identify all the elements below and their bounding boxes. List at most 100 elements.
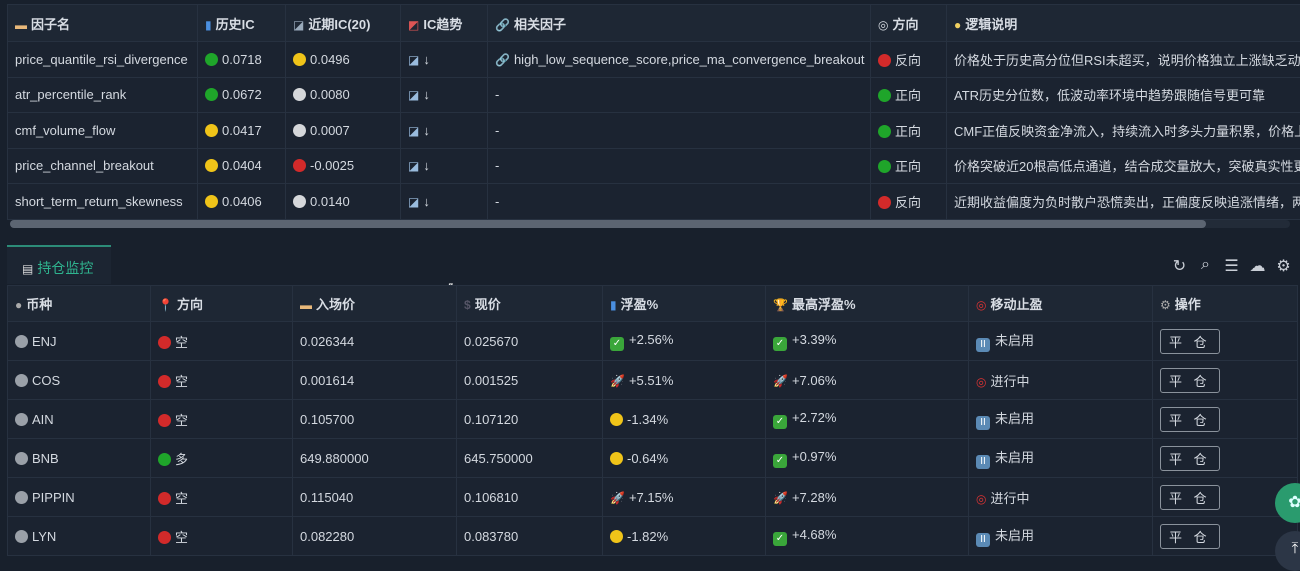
max-pnl-cell: ✓+0.97% bbox=[766, 439, 969, 478]
symbol-cell: PIPPIN bbox=[8, 478, 151, 517]
col-ic-trend[interactable]: ◩IC趋势 bbox=[401, 5, 488, 42]
tab-positions[interactable]: ▤持仓监控 bbox=[7, 245, 111, 284]
col-hist-ic[interactable]: ▮历史IC bbox=[198, 5, 286, 42]
status-dot-icon bbox=[293, 88, 306, 101]
menu-icon[interactable]: ☰ bbox=[1223, 256, 1240, 276]
col-entry-price[interactable]: ▬入场价 bbox=[293, 286, 457, 322]
action-cell: 平 仓 bbox=[1153, 400, 1298, 439]
position-row[interactable]: BNB 多 649.880000 645.750000 -0.64% ✓+0.9… bbox=[8, 439, 1298, 478]
factor-row[interactable]: cmf_volume_flow 0.0417 0.0007 ◪↓ - 正向 CM… bbox=[8, 113, 1300, 149]
tag-icon: ▬ bbox=[300, 298, 312, 312]
factor-row[interactable]: atr_percentile_rank 0.0672 0.0080 ◪↓ - 正… bbox=[8, 77, 1300, 113]
trailing-cell: ◎进行中 bbox=[969, 478, 1153, 517]
chart-up-icon: ◩ bbox=[408, 18, 419, 32]
direction-cell: 正向 bbox=[871, 77, 947, 113]
hist-ic-cell: 0.0406 bbox=[198, 184, 286, 220]
direction-dot-icon bbox=[878, 196, 891, 209]
direction-cell: 空 bbox=[151, 361, 293, 400]
col-trailing-stop[interactable]: ◎移动止盈 bbox=[969, 286, 1153, 322]
factor-row[interactable]: price_quantile_rsi_divergence 0.0718 0.0… bbox=[8, 42, 1300, 78]
bar-chart-icon: ▮ bbox=[610, 298, 617, 312]
factor-row[interactable]: short_term_return_skewness 0.0406 0.0140… bbox=[8, 184, 1300, 220]
factor-table-header: ▬因子名 ▮历史IC ◪近期IC(20) ◩IC趋势 🔗相关因子 ◎方向 ●逻辑… bbox=[8, 5, 1300, 42]
pnl-cell: ✓+2.56% bbox=[603, 322, 766, 361]
target-icon: ◎ bbox=[976, 492, 986, 506]
check-icon: ✓ bbox=[773, 454, 787, 468]
col-current-price[interactable]: $现价 bbox=[457, 286, 603, 322]
trophy-icon: 🏆 bbox=[773, 298, 788, 312]
current-price: 0.107120 bbox=[457, 400, 603, 439]
col-direction[interactable]: ◎方向 bbox=[871, 5, 947, 42]
coin-icon bbox=[15, 530, 28, 543]
position-row[interactable]: ENJ 空 0.026344 0.025670 ✓+2.56% ✓+3.39% … bbox=[8, 322, 1298, 361]
refresh-icon[interactable]: ↻ bbox=[1171, 256, 1188, 276]
trailing-cell: ◎进行中 bbox=[969, 361, 1153, 400]
col-logic[interactable]: ●逻辑说明 bbox=[947, 5, 1300, 42]
direction-dot-icon bbox=[158, 414, 171, 427]
col-action[interactable]: ⚙操作 bbox=[1153, 286, 1298, 322]
col-symbol[interactable]: ●币种 bbox=[8, 286, 151, 322]
entry-price: 0.082280 bbox=[293, 517, 457, 556]
direction-cell: 反向 bbox=[871, 42, 947, 78]
entry-price: 649.880000 bbox=[293, 439, 457, 478]
col-related[interactable]: 🔗相关因子 bbox=[488, 5, 871, 42]
settings-icon[interactable]: ⚙ bbox=[1275, 256, 1292, 276]
close-position-button[interactable]: 平 仓 bbox=[1160, 524, 1220, 549]
chart-down-icon: ◪ bbox=[408, 53, 419, 67]
col-max-pnl[interactable]: 🏆最高浮盈% bbox=[766, 286, 969, 322]
check-icon: ✓ bbox=[773, 337, 787, 351]
scrollbar-thumb[interactable] bbox=[10, 220, 1206, 228]
factor-name: short_term_return_skewness bbox=[8, 184, 198, 220]
direction-dot-icon bbox=[878, 54, 891, 67]
status-dot-icon bbox=[293, 124, 306, 137]
close-position-button[interactable]: 平 仓 bbox=[1160, 446, 1220, 471]
pause-icon: II bbox=[976, 416, 990, 430]
direction-cell: 正向 bbox=[871, 113, 947, 149]
col-direction[interactable]: 📍方向 bbox=[151, 286, 293, 322]
max-pnl-cell: ✓+2.72% bbox=[766, 400, 969, 439]
horizontal-scrollbar[interactable] bbox=[10, 220, 1290, 228]
factor-row[interactable]: price_channel_breakout 0.0404 -0.0025 ◪↓… bbox=[8, 148, 1300, 184]
related-cell: 🔗high_low_sequence_score,price_ma_conver… bbox=[488, 42, 871, 78]
bar-chart-icon: ▮ bbox=[205, 18, 212, 32]
trend-cell: ◪↓ bbox=[401, 184, 488, 220]
direction-dot-icon bbox=[878, 160, 891, 173]
current-price: 0.083780 bbox=[457, 517, 603, 556]
position-row[interactable]: PIPPIN 空 0.115040 0.106810 🚀+7.15% 🚀+7.2… bbox=[8, 478, 1298, 517]
close-position-button[interactable]: 平 仓 bbox=[1160, 485, 1220, 510]
rocket-icon: 🚀 bbox=[773, 491, 788, 505]
check-icon: ✓ bbox=[610, 337, 624, 351]
position-row[interactable]: AIN 空 0.105700 0.107120 -1.34% ✓+2.72% I… bbox=[8, 400, 1298, 439]
logic-cell: 价格处于历史高分位但RSI未超买，说明价格独立上涨缺乏动量 bbox=[947, 42, 1300, 78]
col-pnl[interactable]: ▮浮盈% bbox=[603, 286, 766, 322]
coin-icon bbox=[15, 452, 28, 465]
close-position-button[interactable]: 平 仓 bbox=[1160, 368, 1220, 393]
action-cell: 平 仓 bbox=[1153, 361, 1298, 400]
check-icon: ✓ bbox=[773, 415, 787, 429]
hist-ic-cell: 0.0672 bbox=[198, 77, 286, 113]
related-cell: - bbox=[488, 113, 871, 149]
col-recent-ic[interactable]: ◪近期IC(20) bbox=[286, 5, 401, 42]
hist-ic-cell: 0.0417 bbox=[198, 113, 286, 149]
factor-name: atr_percentile_rank bbox=[8, 77, 198, 113]
status-dot-icon bbox=[293, 53, 306, 66]
search-icon[interactable]: ⌕ bbox=[1197, 256, 1214, 276]
close-position-button[interactable]: 平 仓 bbox=[1160, 407, 1220, 432]
direction-cell: 多 bbox=[151, 439, 293, 478]
entry-price: 0.105700 bbox=[293, 400, 457, 439]
col-factor-name[interactable]: ▬因子名 bbox=[8, 5, 198, 42]
position-row[interactable]: COS 空 0.001614 0.001525 🚀+5.51% 🚀+7.06% … bbox=[8, 361, 1298, 400]
entry-price: 0.115040 bbox=[293, 478, 457, 517]
status-dot-icon bbox=[205, 124, 218, 137]
status-dot-icon bbox=[293, 195, 306, 208]
entry-price: 0.026344 bbox=[293, 322, 457, 361]
position-row[interactable]: LYN 空 0.082280 0.083780 -1.82% ✓+4.68% I… bbox=[8, 517, 1298, 556]
cloud-download-icon[interactable]: ☁ bbox=[1249, 256, 1266, 276]
positions-table: ●币种 📍方向 ▬入场价 $现价 ▮浮盈% 🏆最高浮盈% ◎移动止盈 ⚙操作 E… bbox=[7, 285, 1298, 556]
current-price: 645.750000 bbox=[457, 439, 603, 478]
close-position-button[interactable]: 平 仓 bbox=[1160, 329, 1220, 354]
chart-down-icon: ◪ bbox=[408, 88, 419, 102]
coin-icon bbox=[15, 374, 28, 387]
hist-ic-cell: 0.0718 bbox=[198, 42, 286, 78]
